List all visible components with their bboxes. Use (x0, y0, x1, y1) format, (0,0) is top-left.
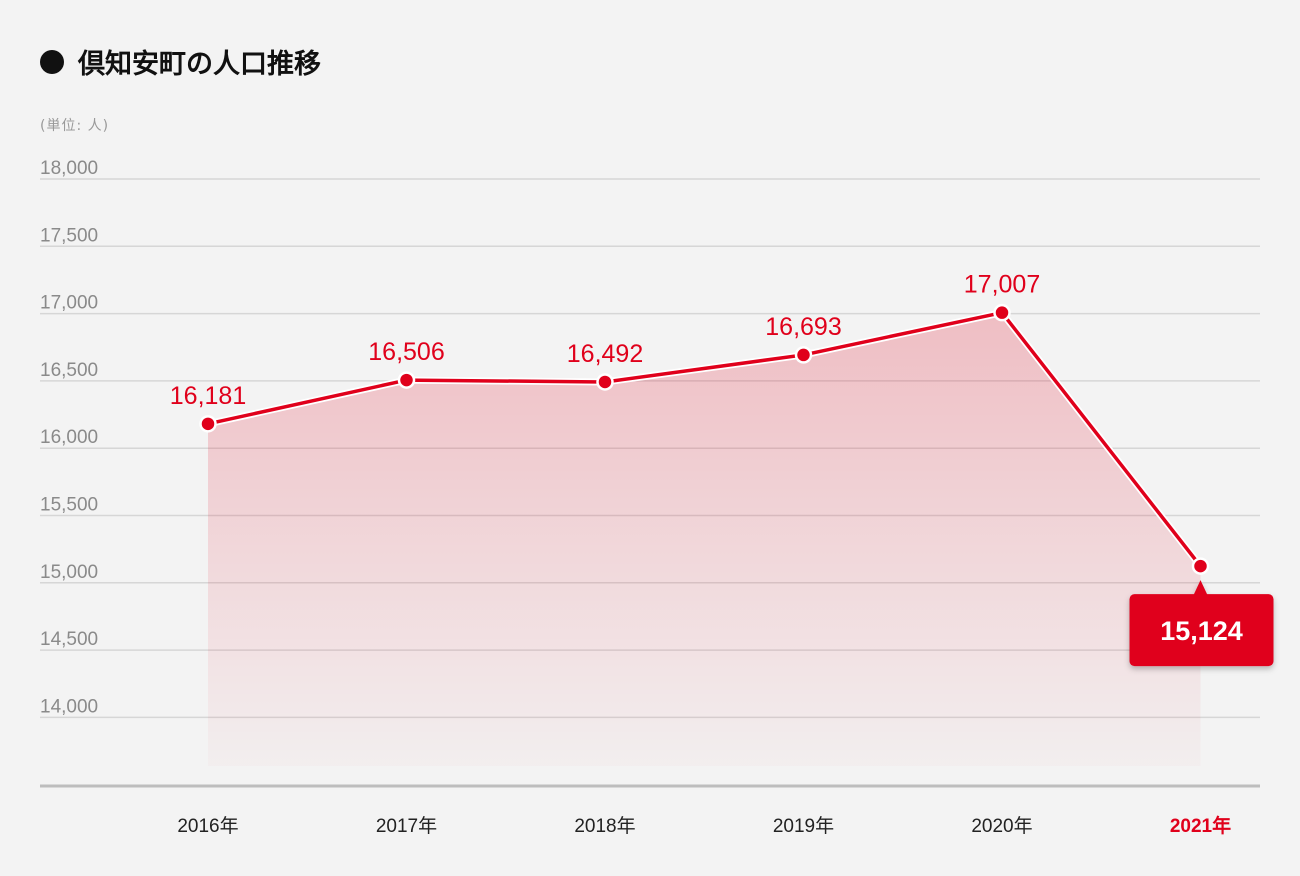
data-point (397, 371, 416, 389)
data-label: 16,181 (170, 382, 246, 410)
unit-label: (単位: 人) (40, 118, 110, 134)
area-fill (208, 312, 1201, 766)
y-tick-label: 14,000 (40, 696, 98, 717)
callout-box (1129, 594, 1274, 667)
data-point (794, 346, 813, 364)
data-label: 16,693 (765, 313, 841, 341)
data-label: 16,506 (368, 338, 444, 366)
chart-title-text: 倶知安町の人口推移 (78, 49, 321, 80)
data-label: 16,492 (567, 340, 643, 368)
x-tick-label: 2019年 (773, 815, 834, 837)
callout (1129, 580, 1274, 667)
y-tick-label: 16,500 (40, 360, 98, 381)
y-tick-label: 17,000 (40, 293, 98, 314)
series-line (207, 310, 1202, 568)
x-tick-label: 2021年 (1170, 814, 1231, 837)
callout-value: 15,124 (1160, 616, 1243, 646)
data-point (1191, 557, 1210, 575)
y-tick-label: 18,000 (40, 158, 98, 179)
y-tick-label: 15,000 (40, 562, 98, 583)
x-tick-label: 2020年 (971, 815, 1032, 837)
y-tick-label: 16,000 (40, 427, 98, 448)
callout-pointer (1193, 580, 1208, 596)
data-label: 17,007 (964, 271, 1040, 299)
x-tick-label: 2017年 (376, 815, 437, 837)
bullet-icon (40, 49, 64, 74)
chart-title: 倶知安町の人口推移 (40, 42, 321, 81)
data-point (199, 415, 217, 433)
data-point (596, 373, 614, 391)
y-tick-label: 14,500 (40, 629, 98, 650)
y-tick-label: 17,500 (40, 225, 98, 246)
data-point (993, 303, 1011, 322)
x-tick-label: 2016年 (177, 815, 238, 837)
y-tick-label: 15,500 (40, 495, 98, 516)
x-tick-label: 2018年 (574, 815, 635, 837)
